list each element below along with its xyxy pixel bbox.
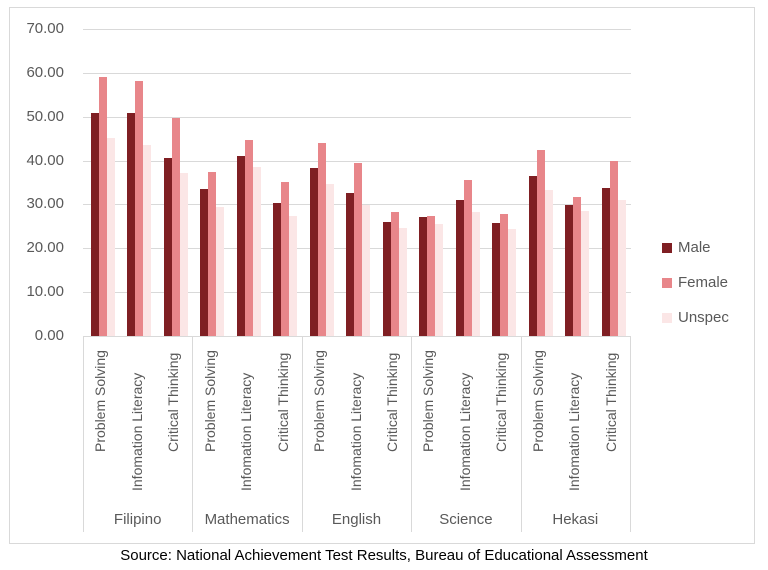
x-category-label: Critical Thinking [165, 352, 182, 452]
legend-label: Female [678, 274, 729, 291]
bar-female [390, 211, 399, 336]
bar-unspec [289, 215, 298, 336]
bar-unspec [508, 229, 517, 336]
gridline [83, 72, 631, 74]
x-category-label: Infomation Literacy [566, 372, 583, 491]
bar-unspec [325, 183, 334, 336]
bar-male [200, 189, 209, 336]
bar-male [528, 175, 537, 336]
group-divider [630, 336, 631, 532]
x-category-label: Infomation Literacy [238, 372, 255, 491]
x-group-label: Science [439, 511, 493, 528]
gridline [83, 116, 631, 118]
group-divider [192, 336, 194, 532]
bar-female [281, 181, 290, 336]
bar-unspec [143, 144, 152, 336]
legend-item-female: Female [662, 265, 729, 300]
gridline [83, 336, 631, 337]
bar-male [382, 221, 391, 336]
bar-female [536, 150, 545, 336]
bar-unspec [398, 228, 407, 336]
x-category-label: Problem Solving [201, 350, 218, 452]
group-divider [301, 336, 303, 532]
bar-male [419, 216, 428, 336]
bar-unspec [471, 211, 480, 336]
bar-male [565, 204, 574, 336]
y-tick-label: 50.00 [26, 107, 64, 125]
bar-male [455, 199, 464, 336]
x-group-label: English [331, 511, 382, 528]
legend-swatch [662, 242, 672, 253]
bar-female [171, 118, 180, 336]
bar-male [127, 113, 136, 336]
gridline [83, 29, 631, 30]
bar-male [309, 167, 318, 336]
legend-label: Male [678, 239, 711, 256]
group-divider [411, 336, 413, 532]
bar-unspec [216, 206, 225, 336]
legend-swatch [662, 277, 672, 288]
y-tick-label: 30.00 [26, 195, 64, 213]
bar-unspec [362, 204, 371, 336]
x-group-label: Hekasi [552, 511, 599, 528]
legend-item-male: Male [662, 230, 729, 265]
bar-unspec [179, 172, 188, 336]
bar-male [91, 113, 99, 336]
bar-female [317, 142, 326, 336]
x-category-label: Infomation Literacy [347, 372, 364, 491]
bar-female [208, 171, 217, 336]
group-divider [83, 336, 84, 532]
x-category-label: Problem Solving [311, 350, 328, 452]
bar-unspec [581, 210, 590, 336]
bar-male [273, 202, 282, 336]
x-group-label: Filipino [113, 511, 162, 528]
legend-label: Unspec [678, 309, 729, 326]
bar-female [354, 162, 363, 336]
y-tick-label: 70.00 [26, 20, 64, 37]
legend-swatch [662, 312, 672, 323]
gridline [83, 160, 631, 162]
bar-unspec [107, 137, 115, 336]
x-category-label: Infomation Literacy [456, 372, 473, 491]
bar-unspec [435, 223, 444, 336]
x-category-label: Critical Thinking [493, 352, 510, 452]
bar-male [346, 192, 355, 336]
bar-male [236, 155, 245, 336]
bar-female [573, 196, 582, 336]
bar-female [500, 213, 509, 336]
bar-female [609, 161, 618, 336]
y-tick-label: 40.00 [26, 151, 64, 169]
group-divider [520, 336, 522, 532]
bar-unspec [544, 189, 553, 336]
y-tick-label: 60.00 [26, 63, 64, 81]
y-tick-label: 0.00 [34, 327, 64, 344]
bar-unspec [252, 166, 261, 336]
bar-male [601, 187, 610, 336]
bar-unspec [617, 200, 626, 336]
x-category-label: Critical Thinking [383, 352, 400, 452]
y-tick-label: 20.00 [26, 239, 64, 257]
bar-female [427, 215, 436, 336]
x-category-label: Critical Thinking [274, 352, 291, 452]
y-tick-label: 10.00 [26, 283, 64, 301]
bar-male [492, 222, 501, 336]
bar-female [244, 139, 253, 336]
x-category-label: Critical Thinking [602, 352, 619, 452]
x-category-label: Problem Solving [92, 350, 109, 452]
x-category-label: Problem Solving [420, 350, 437, 452]
bar-female [463, 179, 472, 336]
bar-female [99, 76, 107, 336]
bar-female [135, 80, 144, 336]
legend-item-unspec: Unspec [662, 300, 729, 335]
legend: Male Female Unspec [662, 230, 729, 335]
x-group-label: Mathematics [204, 511, 290, 528]
source-caption: Source: National Achievement Test Result… [120, 547, 648, 564]
x-category-label: Problem Solving [529, 350, 546, 452]
x-category-label: Infomation Literacy [128, 372, 145, 491]
bar-male [163, 157, 172, 336]
